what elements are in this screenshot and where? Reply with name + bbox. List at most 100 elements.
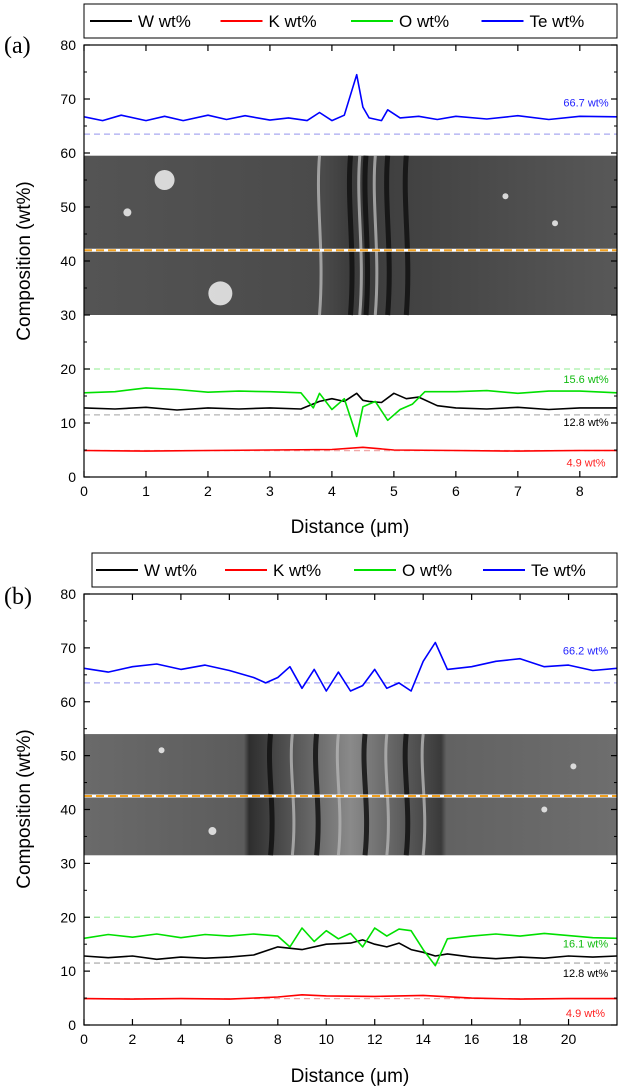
x-tick-label: 2 bbox=[204, 483, 212, 499]
x-tick-label: 4 bbox=[177, 1031, 185, 1047]
legend-label: Te wt% bbox=[531, 561, 586, 580]
y-axis-title: Composition (wt%) bbox=[14, 729, 35, 888]
legend: W wt% K wt% O wt% Te wt% bbox=[83, 3, 618, 39]
y-tick-label: 80 bbox=[60, 586, 76, 602]
x-tick-label: 7 bbox=[514, 483, 522, 499]
sem-crack bbox=[402, 733, 411, 856]
sem-particle bbox=[552, 220, 559, 227]
x-tick-label: 18 bbox=[512, 1031, 528, 1047]
y-tick-label: 20 bbox=[60, 361, 76, 377]
panel-b-label: (b) bbox=[4, 584, 32, 610]
x-tick-label: 3 bbox=[266, 483, 274, 499]
x-tick-label: 14 bbox=[415, 1031, 431, 1047]
y-tick-label: 0 bbox=[68, 1017, 76, 1033]
sem-crack bbox=[420, 733, 427, 856]
panel-a: (a) W wt% K wt% O wt% Te wt% 66.7 wt% 15.6 w… bbox=[4, 3, 618, 538]
sem-crack bbox=[402, 155, 411, 316]
series-line bbox=[84, 641, 617, 692]
sem-crack bbox=[289, 733, 296, 856]
x-tick-label: 5 bbox=[390, 483, 398, 499]
value-annotation: 66.2 wt% bbox=[563, 645, 608, 657]
legend: W wt% K wt% O wt% Te wt% bbox=[91, 552, 618, 588]
legend-label: W wt% bbox=[138, 12, 191, 31]
x-tick-label: 0 bbox=[80, 483, 88, 499]
legend-label: O wt% bbox=[402, 561, 452, 580]
x-tick-label: 8 bbox=[274, 1031, 282, 1047]
plot-area: 66.7 wt% 15.6 wt% 12.8 wt% 4.9 wt% bbox=[84, 73, 617, 470]
sem-particle bbox=[541, 806, 548, 813]
sem-particle bbox=[123, 208, 132, 217]
y-tick-label: 80 bbox=[60, 37, 76, 53]
y-tick-label: 30 bbox=[60, 855, 76, 871]
legend-label: K wt% bbox=[273, 561, 321, 580]
sem-crack bbox=[316, 155, 323, 316]
value-annotation: 4.9 wt% bbox=[566, 458, 605, 470]
series-line bbox=[84, 446, 617, 452]
plot-area: 66.2 wt% 16.1 wt% 12.8 wt% 4.9 wt% bbox=[84, 641, 617, 1020]
sem-particle bbox=[502, 193, 509, 200]
sem-crack-features bbox=[158, 733, 577, 856]
x-tick-label: 1 bbox=[142, 483, 150, 499]
y-tick-label: 20 bbox=[60, 909, 76, 925]
y-tick-label: 0 bbox=[68, 469, 76, 485]
legend-box bbox=[83, 3, 618, 39]
sem-crack bbox=[335, 733, 342, 856]
x-tick-label: 10 bbox=[318, 1031, 334, 1047]
y-tick-label: 40 bbox=[60, 253, 76, 269]
axis-ticks: 0 2 4 6 8 10 12 14 16 18 20 0 10 20 30 40 50 60 70 80 bbox=[60, 586, 617, 1047]
series-line bbox=[84, 387, 617, 438]
value-annotation: 4.9 wt% bbox=[566, 1008, 605, 1020]
panel-a-label: (a) bbox=[4, 33, 31, 59]
sem-crack bbox=[362, 155, 371, 316]
sem-crack bbox=[384, 733, 390, 856]
x-axis-title: Distance (μm) bbox=[291, 517, 410, 538]
value-annotation: 66.7 wt% bbox=[563, 98, 608, 110]
x-tick-label: 6 bbox=[452, 483, 460, 499]
y-tick-label: 50 bbox=[60, 748, 76, 764]
sem-crack bbox=[313, 733, 321, 856]
sem-crack bbox=[384, 155, 392, 316]
sem-particle bbox=[154, 170, 175, 190]
series-line bbox=[84, 993, 617, 1000]
series-line bbox=[84, 927, 617, 967]
sem-crack bbox=[357, 155, 363, 316]
y-tick-label: 70 bbox=[60, 640, 76, 656]
legend-entries: W wt% K wt% O wt% Te wt% bbox=[96, 561, 586, 580]
legend-label: W wt% bbox=[144, 561, 197, 580]
y-tick-label: 60 bbox=[60, 694, 76, 710]
legend-entries: W wt% K wt% O wt% Te wt% bbox=[90, 12, 584, 31]
sem-particle bbox=[570, 763, 577, 770]
legend-label: K wt% bbox=[269, 12, 317, 31]
value-annotation: 16.1 wt% bbox=[563, 938, 608, 950]
value-annotation: 12.8 wt% bbox=[563, 417, 608, 429]
sem-particle bbox=[208, 281, 233, 306]
x-tick-label: 6 bbox=[225, 1031, 233, 1047]
x-tick-label: 12 bbox=[367, 1031, 383, 1047]
x-axis-title: Distance (μm) bbox=[291, 1066, 410, 1087]
y-tick-label: 10 bbox=[60, 963, 76, 979]
x-tick-label: 0 bbox=[80, 1031, 88, 1047]
sem-crack bbox=[372, 155, 379, 316]
sem-particle bbox=[158, 747, 165, 754]
series-line bbox=[84, 73, 617, 122]
x-tick-label: 8 bbox=[576, 483, 584, 499]
series-line bbox=[84, 392, 617, 411]
sem-crack-features bbox=[123, 155, 559, 316]
y-tick-label: 70 bbox=[60, 91, 76, 107]
sem-particle bbox=[208, 827, 217, 836]
legend-label: O wt% bbox=[399, 12, 449, 31]
legend-label: Te wt% bbox=[530, 12, 585, 31]
y-tick-label: 60 bbox=[60, 145, 76, 161]
y-tick-label: 50 bbox=[60, 199, 76, 215]
sem-image bbox=[84, 155, 617, 316]
x-tick-label: 16 bbox=[464, 1031, 480, 1047]
y-tick-label: 40 bbox=[60, 802, 76, 818]
y-tick-label: 30 bbox=[60, 307, 76, 323]
sem-crack bbox=[346, 155, 355, 316]
sem-crack bbox=[361, 733, 370, 856]
y-axis-title: Composition (wt%) bbox=[14, 181, 35, 340]
x-tick-label: 2 bbox=[129, 1031, 137, 1047]
series-line bbox=[84, 939, 617, 961]
